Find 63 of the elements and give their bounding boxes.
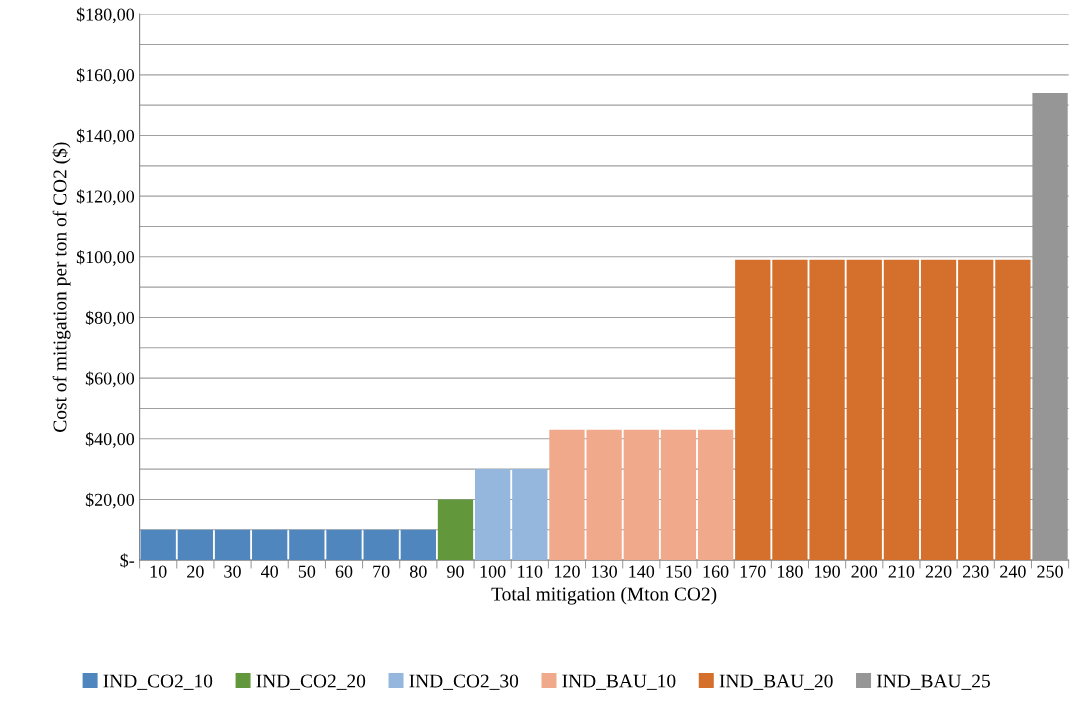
bar (214, 529, 251, 561)
legend-label: IND_CO2_20 (256, 674, 366, 690)
x-tick-label: 190 (815, 565, 840, 578)
bar (437, 499, 474, 561)
y-axis-title: Cost of mitigation per ton of CO2 ($) (52, 142, 71, 432)
bar (512, 469, 548, 561)
x-tick-label: 180 (777, 565, 803, 578)
legend-label: IND_BAU_10 (562, 674, 676, 690)
x-tick-label: 20 (187, 565, 204, 578)
bar (363, 529, 399, 561)
y-tick-label: $40,00 (85, 431, 135, 448)
y-tick-label: $80,00 (85, 310, 135, 327)
y-tick-label: $60,00 (85, 371, 135, 388)
x-tick-label: 110 (518, 565, 543, 578)
x-tick-label: 30 (224, 565, 241, 578)
x-tick-label: 210 (888, 565, 915, 578)
y-tick-label: $180,00 (76, 7, 135, 24)
x-tick-label: 160 (703, 565, 729, 578)
x-tick-label: 10 (150, 565, 167, 578)
x-tick-label: 40 (261, 565, 279, 578)
bar (697, 429, 734, 561)
x-tick-label: 70 (373, 565, 390, 578)
bar (140, 529, 176, 561)
x-tick-label: 140 (629, 565, 655, 578)
bar (474, 469, 511, 561)
bar (660, 429, 697, 561)
y-tick-label: $120,00 (76, 189, 135, 206)
x-tick-label: 50 (298, 565, 316, 578)
x-tick-label: 230 (962, 565, 989, 578)
bar (623, 429, 659, 561)
bar (883, 259, 920, 561)
y-tick-label: $100,00 (76, 250, 135, 266)
y-tick-label: $140,00 (76, 128, 135, 145)
bar (995, 259, 1031, 561)
x-axis-title: Total mitigation (Mton CO2) (491, 586, 717, 605)
x-tick-label: 240 (1000, 565, 1026, 578)
bar (958, 259, 994, 561)
bar (177, 529, 214, 561)
x-tick-label: 250 (1037, 565, 1063, 578)
x-tick-label: 150 (666, 565, 692, 578)
legend-label: IND_CO2_10 (103, 674, 213, 690)
legend-label: IND_BAU_25 (876, 674, 990, 690)
y-tick-label: $20,00 (85, 492, 135, 509)
legend-label: IND_BAU_20 (719, 674, 833, 690)
x-tick-label: 90 (447, 565, 464, 578)
x-tick-label: 120 (555, 565, 580, 578)
bar (846, 259, 882, 561)
y-tick-label: $160,00 (76, 68, 135, 84)
y-tick-label: $- (120, 553, 135, 568)
bar (735, 259, 771, 561)
bar (326, 529, 362, 561)
x-tick-label: 60 (335, 565, 353, 578)
bar (400, 529, 436, 561)
x-tick-label: 200 (851, 565, 878, 578)
bar (289, 529, 325, 561)
x-tick-label: 130 (592, 565, 617, 578)
legend-label: IND_CO2_30 (409, 674, 519, 690)
x-tick-label: 80 (409, 565, 427, 578)
x-tick-label: 170 (740, 565, 766, 578)
x-tick-label: 220 (925, 565, 952, 578)
x-tick-label: 100 (480, 565, 506, 578)
bar (252, 529, 288, 561)
bar (920, 259, 957, 561)
